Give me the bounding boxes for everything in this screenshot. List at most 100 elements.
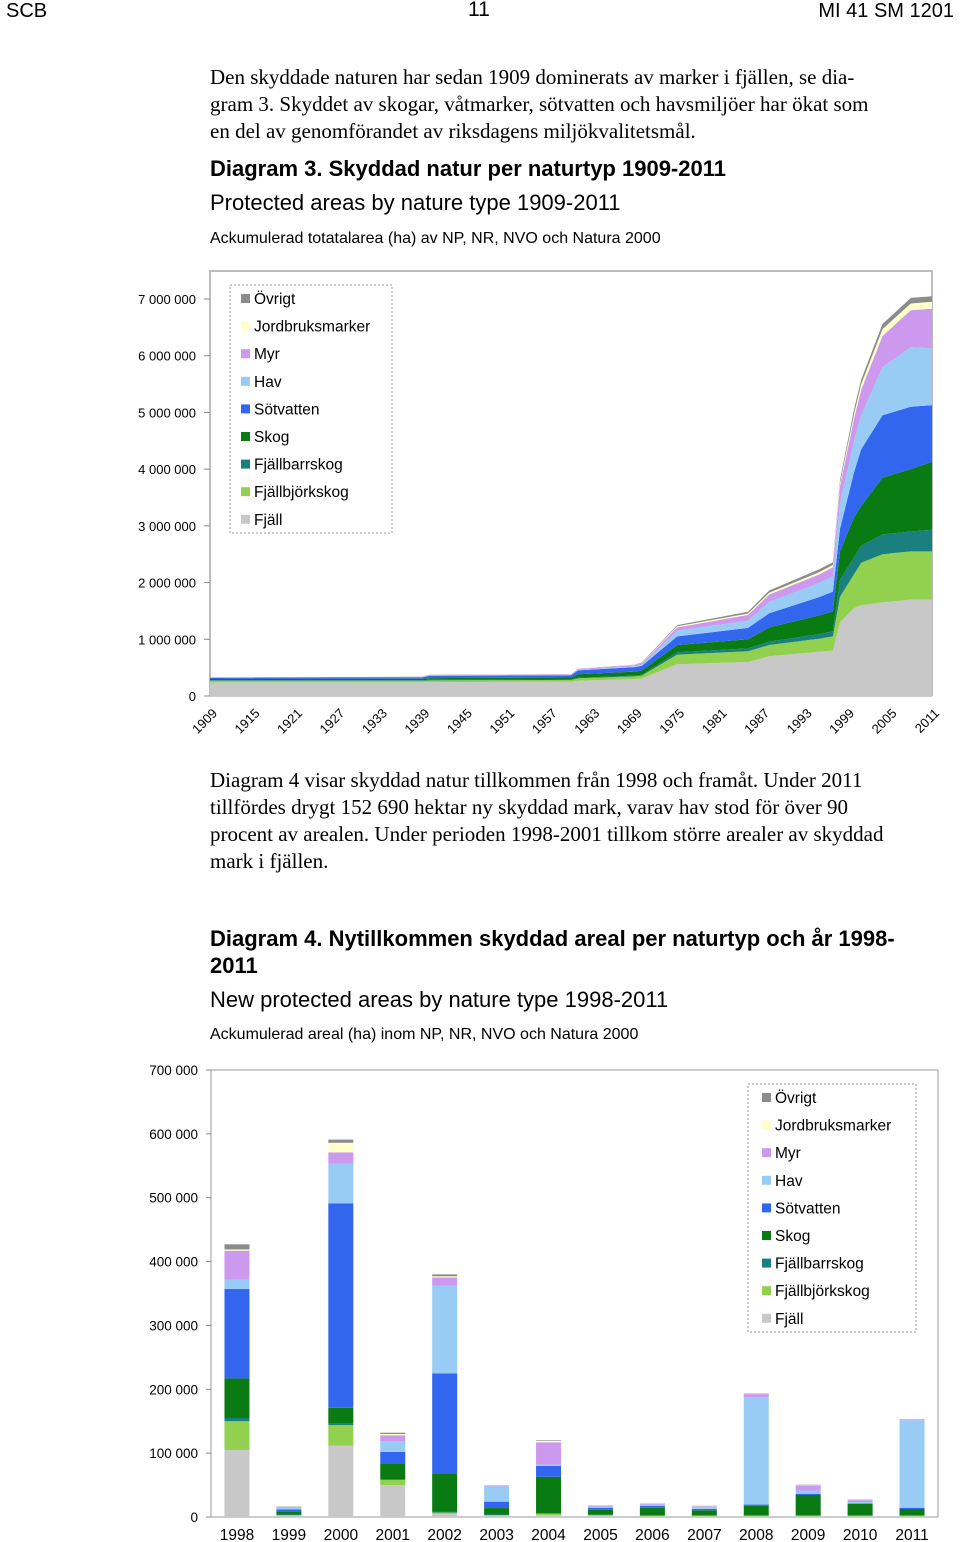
legend-swatch-fjallbjorkskog bbox=[241, 487, 250, 497]
bar-fjallbjorkskog bbox=[847, 1515, 873, 1517]
bar-fjallbjorkskog bbox=[743, 1515, 769, 1517]
legend-swatch-fjallbarrskog bbox=[241, 459, 250, 469]
legend-swatch-skog bbox=[762, 1231, 771, 1240]
x-tick-label: 2008 bbox=[739, 1527, 773, 1542]
bar-fjallbjorkskog bbox=[691, 1515, 717, 1517]
y-tick-label: 5 000 000 bbox=[138, 405, 196, 420]
bar-ovrigt bbox=[328, 1139, 354, 1143]
legend-box bbox=[229, 284, 393, 534]
diagram4-subtitle: New protected areas by nature type 1998-… bbox=[210, 987, 669, 1012]
x-tick-label: 1993 bbox=[784, 706, 815, 737]
bar-ovrigt bbox=[536, 1440, 562, 1442]
x-tick-label: 2005 bbox=[583, 1527, 617, 1542]
legend-label-jordbruksmarker: Jordbruksmarker bbox=[775, 1118, 891, 1135]
x-tick-label: 1945 bbox=[444, 706, 475, 737]
header-left: SCB bbox=[6, 0, 48, 22]
bar-sotvatten bbox=[484, 1501, 510, 1509]
legend-label-sotvatten: Sötvatten bbox=[775, 1200, 841, 1217]
bar-myr bbox=[380, 1435, 406, 1442]
x-tick-label: 1933 bbox=[359, 706, 390, 737]
legend-label-myr: Myr bbox=[254, 346, 280, 363]
bar-sotvatten bbox=[536, 1465, 562, 1477]
bar-fjallbarrskog bbox=[328, 1423, 354, 1426]
bar-jordbruksmarker bbox=[536, 1441, 562, 1443]
diagram4-note: Ackumulerad areal (ha) inom NP, NR, NVO … bbox=[210, 1026, 639, 1043]
bar-fjall bbox=[691, 1516, 717, 1517]
bar-myr bbox=[587, 1505, 613, 1507]
x-tick-label: 1957 bbox=[529, 706, 560, 737]
bar-skog bbox=[224, 1378, 250, 1419]
bar-fjallbjorkskog bbox=[899, 1515, 925, 1517]
bar-hav bbox=[328, 1163, 354, 1204]
legend-swatch-fjall bbox=[762, 1313, 771, 1323]
legend-label-fjall: Fjäll bbox=[775, 1311, 803, 1328]
intro-paragraph: Den skyddade naturen har sedan 1909 domi… bbox=[210, 64, 960, 145]
bar-hav bbox=[847, 1501, 873, 1504]
y-tick-label: 7 000 000 bbox=[138, 292, 196, 307]
bar-myr bbox=[224, 1250, 250, 1280]
legend-swatch-sotvatten bbox=[762, 1203, 771, 1213]
bar-hav bbox=[276, 1507, 302, 1510]
bar-sotvatten bbox=[639, 1505, 665, 1508]
legend-swatch-jordbruksmarker bbox=[241, 321, 250, 331]
bar-sotvatten bbox=[432, 1373, 458, 1474]
x-tick-label: 2011 bbox=[895, 1527, 928, 1542]
bar-myr bbox=[847, 1500, 873, 1502]
bar-hav bbox=[795, 1490, 821, 1494]
legend-swatch-myr bbox=[241, 349, 250, 359]
x-tick-label: 2003 bbox=[479, 1527, 513, 1542]
bar-jordbruksmarker bbox=[224, 1249, 250, 1251]
bar-myr bbox=[276, 1506, 302, 1508]
legend-swatch-sotvatten bbox=[241, 404, 250, 414]
bar-fjall bbox=[847, 1516, 873, 1517]
bar-fjall bbox=[639, 1516, 665, 1517]
bar-fjallbjorkskog bbox=[484, 1515, 510, 1516]
x-tick-label: 1998 bbox=[220, 1527, 254, 1542]
bar-fjallbarrskog bbox=[276, 1514, 302, 1516]
y-tick-label: 4 000 000 bbox=[138, 462, 196, 477]
legend-swatch-ovrigt bbox=[241, 294, 250, 303]
x-tick-label: 1915 bbox=[232, 706, 263, 737]
bar-skog bbox=[536, 1476, 562, 1514]
intro-line: gram 3. Skyddet av skogar, våtmarker, sö… bbox=[210, 92, 869, 116]
x-tick-label: 1975 bbox=[656, 706, 687, 737]
bar-hav bbox=[380, 1441, 406, 1452]
bar-jordbruksmarker bbox=[328, 1142, 354, 1153]
bar-sotvatten bbox=[795, 1493, 821, 1495]
y-tick-label: 300 000 bbox=[149, 1318, 198, 1333]
diagram4-title-line2: 2011 bbox=[210, 953, 258, 978]
bar-fjall bbox=[432, 1513, 458, 1517]
bar-fjallbjorkskog bbox=[276, 1515, 302, 1516]
bar-fjall bbox=[536, 1515, 562, 1517]
diagram3-title: Diagram 3. Skyddad natur per naturtyp 19… bbox=[210, 156, 726, 181]
x-tick-label: 2002 bbox=[427, 1527, 461, 1542]
x-tick-label: 1981 bbox=[699, 706, 730, 737]
bar-fjall bbox=[380, 1485, 406, 1517]
bar-myr bbox=[328, 1152, 354, 1164]
bar-sotvatten bbox=[328, 1203, 354, 1408]
x-tick-label: 1999 bbox=[272, 1527, 306, 1542]
bar-fjall bbox=[484, 1515, 510, 1517]
legend-label-myr: Myr bbox=[775, 1145, 801, 1162]
legend-label-sotvatten: Sötvatten bbox=[254, 401, 320, 418]
bar-fjall bbox=[224, 1449, 250, 1517]
bar-sotvatten bbox=[380, 1451, 406, 1464]
y-tick-label: 0 bbox=[189, 689, 196, 704]
y-tick-label: 700 000 bbox=[149, 1063, 198, 1078]
legend-label-jordbruksmarker: Jordbruksmarker bbox=[254, 319, 370, 336]
x-tick-label: 2005 bbox=[869, 706, 900, 737]
diagram3-subtitle: Protected areas by nature type 1909-2011 bbox=[210, 190, 621, 215]
bar-skog bbox=[847, 1503, 873, 1516]
y-tick-label: 200 000 bbox=[149, 1382, 198, 1397]
bar-myr bbox=[432, 1277, 458, 1286]
y-tick-label: 2 000 000 bbox=[138, 576, 196, 591]
legend-label-ovrigt: Övrigt bbox=[254, 290, 296, 308]
bar-hav bbox=[899, 1420, 925, 1508]
bar-hav bbox=[432, 1285, 458, 1374]
legend-swatch-fjallbarrskog bbox=[762, 1258, 771, 1268]
legend-swatch-ovrigt bbox=[762, 1093, 771, 1102]
bar-sotvatten bbox=[743, 1504, 769, 1506]
bar-sotvatten bbox=[847, 1503, 873, 1504]
x-tick-label: 2009 bbox=[791, 1527, 825, 1542]
middle-line: Diagram 4 visar skyddad natur tillkommen… bbox=[210, 768, 863, 792]
